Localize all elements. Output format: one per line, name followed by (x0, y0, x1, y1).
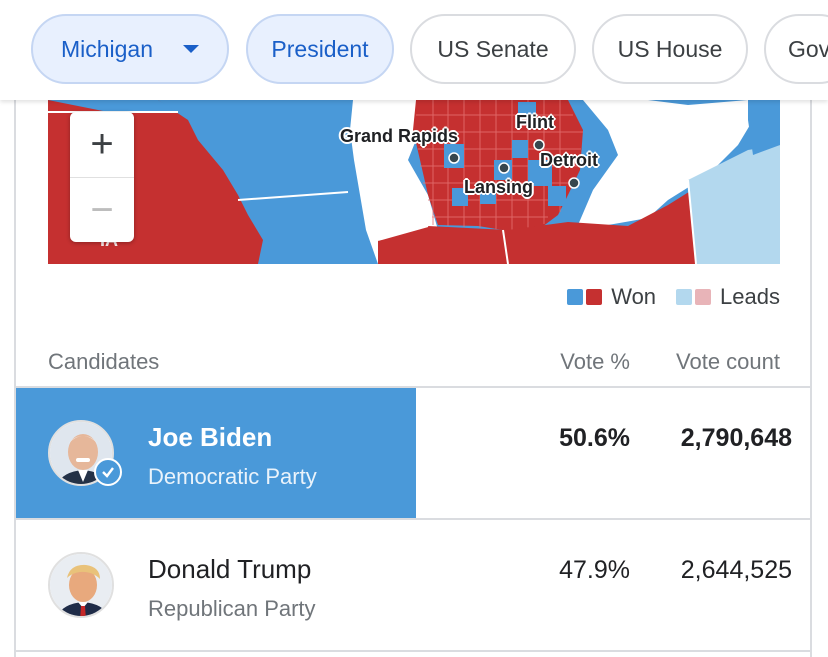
state-dropdown[interactable]: Michigan (31, 14, 229, 84)
state-region (748, 100, 780, 155)
chip-president[interactable]: President (246, 14, 394, 84)
lake (350, 100, 438, 264)
legend-swatch-light-blue (676, 289, 693, 305)
vote-count: 2,790,648 (680, 424, 792, 452)
divider (16, 386, 812, 388)
city-label-lansing: Lansing (464, 177, 534, 197)
legend-leads: Leads (676, 284, 780, 310)
header-vote-count: Vote count (676, 349, 780, 374)
zoom-out-button[interactable]: − (70, 177, 134, 242)
city-label-grand-rapids: Grand Rapids (340, 126, 459, 146)
candidate-photo-icon (50, 554, 112, 616)
map-legend: Won Leads (547, 284, 780, 310)
winner-check-icon (94, 458, 122, 486)
vote-percent: 47.9% (559, 556, 630, 584)
state-region (688, 145, 780, 264)
results-table-header: Candidates Vote % Vote count (48, 345, 780, 385)
header-vote-pct: Vote % (560, 349, 630, 374)
chip-governor[interactable]: Gov (764, 14, 828, 84)
candidate-row[interactable]: Joe Biden Democratic Party 50.6% 2,790,6… (16, 388, 812, 518)
card-border-right (810, 0, 812, 657)
state-region (48, 100, 178, 112)
chip-label: US House (617, 35, 723, 62)
chip-us-house[interactable]: US House (592, 14, 748, 84)
zoom-in-button[interactable]: + (90, 122, 114, 166)
city-label-detroit: Detroit (540, 150, 598, 170)
candidate-row[interactable]: Donald Trump Republican Party 47.9% 2,64… (16, 520, 812, 650)
header-candidates: Candidates (48, 349, 160, 374)
chip-label: US Senate (437, 35, 549, 62)
divider (16, 650, 812, 652)
vote-percent: 50.6% (559, 424, 630, 452)
legend-swatch-blue (567, 289, 584, 305)
candidate-party: Democratic Party (148, 464, 317, 489)
legend-won: Won (567, 284, 656, 310)
candidate-party: Republican Party (148, 596, 316, 621)
results-map[interactable]: IA (48, 100, 780, 264)
lake (578, 100, 753, 225)
legend-swatch-red (586, 289, 603, 305)
map-zoom-control: + − (70, 112, 134, 242)
chevron-down-icon (183, 45, 200, 53)
state-region (378, 180, 708, 264)
candidate-name: Donald Trump (148, 554, 312, 584)
card-border-left (14, 0, 16, 657)
divider (16, 518, 812, 520)
chip-label: President (271, 35, 369, 62)
race-filter-bar: Michigan President US Senate US House Go… (0, 0, 828, 100)
chip-us-senate[interactable]: US Senate (410, 14, 576, 84)
city-label-flint: Flint (516, 112, 554, 132)
legend-won-label: Won (611, 284, 657, 309)
candidate-name: Joe Biden (148, 422, 273, 452)
legend-swatch-light-red (695, 289, 712, 305)
city-markers (448, 139, 580, 189)
avatar (48, 552, 114, 618)
state-dropdown-label: Michigan (60, 35, 154, 62)
avatar (48, 420, 114, 486)
vote-count: 2,644,525 (680, 556, 792, 584)
county-map-svg: IA (48, 100, 780, 264)
legend-leads-label: Leads (720, 284, 780, 309)
chip-label: Gov (788, 35, 828, 62)
